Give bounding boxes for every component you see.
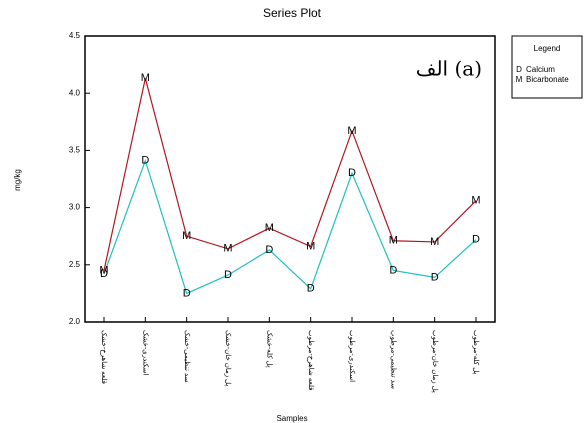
point-marker: M (223, 243, 232, 255)
point-marker: D (431, 271, 439, 283)
x-tick-label: اسکندری-خشک (141, 330, 149, 376)
legend-label: Bicarbonate (526, 75, 569, 84)
x-tick-label: پل زمان خان-مرطوب (431, 330, 439, 393)
chart-title: Series Plot (263, 6, 322, 20)
point-marker: M (306, 240, 315, 252)
point-marker: M (182, 230, 191, 242)
legend-marker: D (516, 65, 522, 74)
x-tick-label: پل کله-مرطوب (472, 330, 480, 374)
y-axis-label: mg/kg (13, 169, 22, 191)
x-tick-label: قلعه شاهرخ-مرطوب (307, 330, 315, 391)
y-tick-label: 3.5 (69, 146, 81, 155)
y-tick-label: 2.0 (69, 317, 81, 326)
x-tick-label: سد تنظیمی-خشک (183, 330, 191, 383)
point-marker: M (265, 222, 274, 234)
x-tick-label: پل زمان خان-خشک (224, 330, 232, 386)
point-marker: D (389, 264, 397, 276)
point-marker: M (430, 236, 439, 248)
point-marker: M (99, 264, 108, 276)
x-axis-label: Samples (276, 414, 307, 423)
point-marker: D (348, 167, 356, 179)
y-tick-label: 4.0 (69, 88, 81, 97)
point-marker: D (307, 283, 315, 295)
annotation: الف (a) (416, 57, 482, 81)
legend-label: Calcium (526, 65, 555, 74)
legend-marker: M (516, 75, 523, 84)
point-marker: D (472, 234, 480, 246)
x-tick-label: اسکندری-مرطوب (348, 330, 356, 382)
point-marker: D (183, 287, 191, 299)
y-tick-label: 3.0 (69, 203, 81, 212)
series-line (103, 78, 477, 271)
point-marker: D (224, 269, 232, 281)
x-tick-label: پل کله-خشک (265, 330, 273, 368)
legend-box (511, 35, 583, 99)
series-line (103, 158, 477, 295)
point-marker: M (347, 125, 356, 137)
point-marker: D (265, 244, 273, 256)
point-marker: M (389, 235, 398, 247)
point-marker: M (471, 195, 480, 207)
plot-frame (84, 35, 496, 323)
legend-title: Legend (534, 44, 561, 53)
y-tick-label: 4.5 (69, 31, 81, 40)
point-marker: D (100, 268, 108, 280)
point-marker: M (141, 72, 150, 84)
y-tick-label: 2.5 (69, 260, 81, 269)
x-tick-label: سد تنظیمی-مرطوب (389, 330, 397, 389)
point-marker: D (141, 155, 149, 167)
x-tick-label: قلعه شاهرخ-خشک (100, 330, 108, 384)
